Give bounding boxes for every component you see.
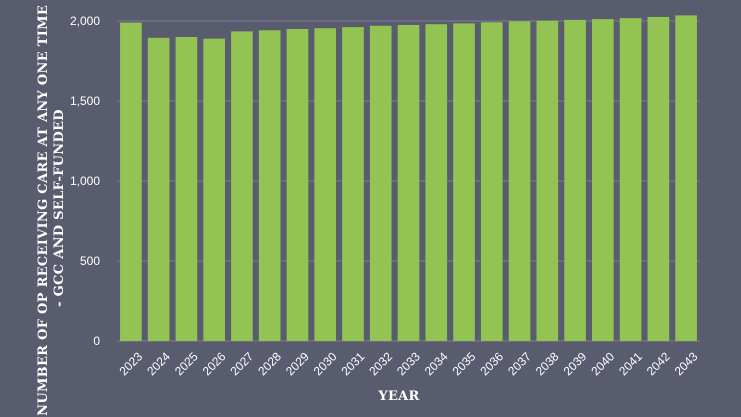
y-tick-label: 0: [93, 334, 100, 348]
bar-2034: [425, 24, 448, 341]
x-tick-label: 2035: [450, 349, 479, 378]
y-tick-label: 500: [80, 254, 100, 268]
x-tick-label: 2027: [227, 349, 256, 378]
x-tick-label: 2038: [533, 349, 562, 378]
y-tick-label: 1,500: [70, 94, 100, 108]
x-tick-label: 2029: [283, 349, 312, 378]
bar-2035: [453, 23, 475, 342]
x-tick-label: 2034: [422, 349, 451, 378]
x-tick-label: 2030: [311, 349, 340, 378]
bar-2042: [647, 17, 670, 341]
x-tick-label: 2042: [644, 349, 673, 378]
bar-2029: [286, 29, 309, 341]
x-tick-label: 2028: [255, 349, 284, 378]
x-axis-ticks: 2023202420252026202720282029203020312032…: [116, 349, 700, 378]
bar-2039: [564, 19, 586, 341]
x-tick-label: 2039: [561, 349, 590, 378]
bar-2030: [314, 28, 337, 341]
y-axis-title-line-2: - GCC AND SELF-FUNDED: [52, 109, 67, 307]
y-axis-title: NUMBER OF OP RECEIVING CARE AT ANY ONE T…: [36, 0, 67, 416]
bar-2032: [369, 25, 392, 342]
x-tick-label: 2026: [200, 349, 229, 378]
bar-2024: [147, 37, 170, 342]
bar-2026: [203, 38, 225, 341]
bar-2036: [480, 22, 503, 342]
bar-2038: [536, 20, 559, 342]
x-tick-label: 2041: [616, 349, 645, 378]
x-tick-label: 2025: [172, 349, 201, 378]
x-tick-label: 2031: [339, 349, 368, 378]
y-tick-label: 2,000: [70, 14, 100, 28]
bar-2028: [258, 30, 281, 342]
x-tick-label: 2033: [394, 349, 423, 378]
y-tick-label: 1,000: [70, 174, 100, 188]
y-axis-title-line-1: NUMBER OF OP RECEIVING CARE AT ANY ONE T…: [36, 5, 51, 416]
bar-2040: [592, 19, 614, 342]
x-tick-label: 2037: [505, 349, 534, 378]
x-tick-label: 2032: [366, 349, 395, 378]
x-tick-label: 2036: [477, 349, 506, 378]
x-axis-title: YEAR: [377, 389, 419, 404]
x-tick-label: 2043: [672, 349, 701, 378]
x-tick-label: 2024: [144, 349, 173, 378]
bar-2031: [342, 27, 364, 342]
bar-2043: [675, 15, 697, 342]
bar-2037: [508, 21, 531, 341]
x-tick-label: 2023: [116, 349, 145, 378]
bar-2023: [120, 22, 142, 341]
y-axis-ticks: 0 500 1,000 1,500 2,000: [70, 14, 100, 348]
bars: [120, 15, 697, 342]
x-tick-label: 2040: [588, 349, 617, 378]
bar-2033: [397, 25, 420, 341]
bar-2041: [619, 18, 642, 342]
bar-2027: [231, 31, 253, 342]
bar-2025: [175, 37, 198, 341]
